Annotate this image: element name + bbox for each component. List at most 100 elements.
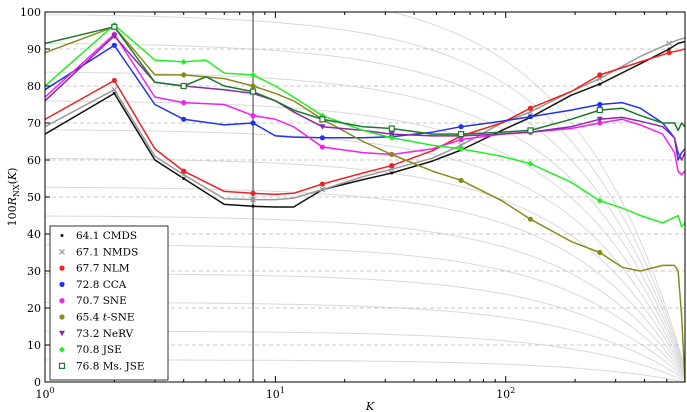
data-point-cmds: [251, 204, 255, 208]
y-tick-label: 60: [27, 154, 41, 167]
data-point-nerv: [596, 116, 603, 123]
data-point-cca: [458, 124, 464, 130]
series-ms-jse: [45, 23, 685, 138]
legend-label-sne: 70.7 SNE: [76, 295, 127, 307]
y-tick-label: 70: [27, 117, 41, 130]
data-point-sne: [458, 137, 464, 143]
legend-entry-nmds: 67.1 NMDS: [59, 246, 138, 258]
data-point-ms-jse: [180, 82, 187, 90]
data-point-ms-jse: [319, 116, 326, 123]
data-point-cca: [527, 114, 534, 120]
data-point-nmds: [111, 86, 118, 93]
legend-entry-cmds: 64.1 CMDS: [60, 230, 137, 242]
data-point-cmds: [390, 171, 394, 175]
data-point-t-sne: [458, 177, 464, 183]
legend-entry-ms-jse: 76.8 Ms. JSE: [58, 360, 145, 372]
guide-curve: [45, 42, 685, 370]
data-point-t-sne: [181, 72, 187, 78]
data-point-nlm: [250, 190, 256, 196]
y-tick-label: 80: [27, 80, 41, 93]
legend-label-nerv: 73.2 NeRV: [76, 328, 134, 340]
marker-stroke: [319, 186, 326, 193]
data-point-jse: [458, 145, 465, 152]
data-point-cmds: [112, 91, 116, 95]
y-tick-label: 30: [27, 265, 41, 278]
data-point-cca: [597, 101, 603, 108]
marker-stroke: [458, 142, 465, 149]
data-point-sne: [181, 100, 187, 106]
data-point-cca: [111, 42, 117, 48]
legend-entry-t-sne: 65.4 t-SNE: [59, 312, 135, 324]
data-point-ms-jse: [111, 23, 118, 30]
y-axis-ticks: 0 10 20 30 40 50 60 70 80 90 100: [20, 6, 50, 389]
data-point-nerv: [319, 124, 326, 130]
legend-marker-ms-jse: [58, 362, 66, 369]
x-tick-label: 100: [35, 386, 54, 401]
guide-curve: [45, 100, 685, 373]
x-axis-ticks: 100 101 102: [35, 12, 686, 401]
marker-stroke: [111, 86, 118, 93]
data-point-nmds: [596, 75, 603, 82]
data-point-nlm: [319, 181, 325, 187]
legend-marker-cmds: [60, 234, 64, 237]
data-point-ms-jse: [596, 106, 603, 114]
data-point-cmds: [667, 47, 671, 51]
guide-curve: [45, 14, 685, 369]
data-point-nlm: [111, 77, 117, 84]
data-point-cca: [181, 116, 187, 122]
marker-stroke: [388, 166, 395, 173]
x-axis-label: K: [365, 400, 375, 412]
legend-marker-t-sne: [59, 314, 65, 320]
y-tick-label: 40: [27, 228, 41, 241]
series-line-cca: [45, 44, 685, 161]
marker-stroke: [180, 171, 187, 178]
legend-marker-nerv: [59, 330, 65, 337]
data-point-t-sne: [250, 83, 256, 89]
guide-curve: [389, 12, 685, 368]
legend-marker-nlm: [59, 265, 65, 271]
legend: 64.1 CMDS 67.1 NMDS 67.7 NLM 72.8 CCA 70.7 S…: [49, 225, 169, 381]
series-line-t-sne: [45, 26, 685, 382]
data-point-cmds: [182, 177, 186, 180]
data-point-nmds: [250, 196, 256, 203]
data-point-nerv: [388, 131, 395, 138]
data-point-nmds: [319, 186, 326, 193]
marker-stroke: [250, 196, 256, 203]
legend-label-cmds: 64.1 CMDS: [76, 230, 137, 242]
data-point-cca: [250, 120, 256, 126]
data-point-t-sne: [597, 249, 603, 256]
series-nlm: [45, 48, 685, 196]
marker-stroke: [596, 75, 603, 82]
x-tick-label: 101: [266, 386, 285, 401]
data-point-nlm: [597, 72, 603, 78]
legend-entry-nlm: 67.7 NLM: [59, 263, 130, 275]
data-point-cmds: [598, 82, 602, 86]
legend-entry-nerv: 73.2 NeRV: [59, 328, 134, 340]
legend-label-cca: 72.8 CCA: [76, 279, 127, 291]
guide-curve: [45, 186, 685, 376]
legend-marker-cca: [59, 281, 65, 287]
data-point-nlm: [181, 168, 187, 174]
series-line-sne: [45, 33, 685, 176]
data-point-nlm: [389, 162, 395, 169]
data-point-sne: [319, 144, 325, 150]
y-tick-label: 20: [27, 302, 41, 315]
series-line-jse: [45, 24, 685, 228]
data-point-jse: [596, 197, 603, 204]
legend-label-ms-jse: 76.8 Ms. JSE: [76, 360, 145, 372]
legend-label-t-sne: 65.4 t-SNE: [76, 312, 135, 324]
legend-label-nlm: 67.7 NLM: [76, 263, 130, 275]
data-point-ms-jse: [527, 127, 534, 134]
y-axis-label: 100RNX(K): [6, 168, 21, 227]
legend-marker-jse: [59, 346, 65, 353]
legend-marker-nmds: [59, 248, 65, 255]
marker-stroke: [59, 248, 65, 255]
series-nmds: [45, 37, 685, 203]
legend-label-jse: 70.8 JSE: [76, 344, 122, 356]
data-point-nmds: [458, 142, 465, 149]
data-point-nmds: [180, 171, 187, 178]
marker-stroke: [666, 40, 673, 47]
data-point-nmds: [388, 166, 395, 173]
y-tick-label: 100: [20, 6, 41, 19]
